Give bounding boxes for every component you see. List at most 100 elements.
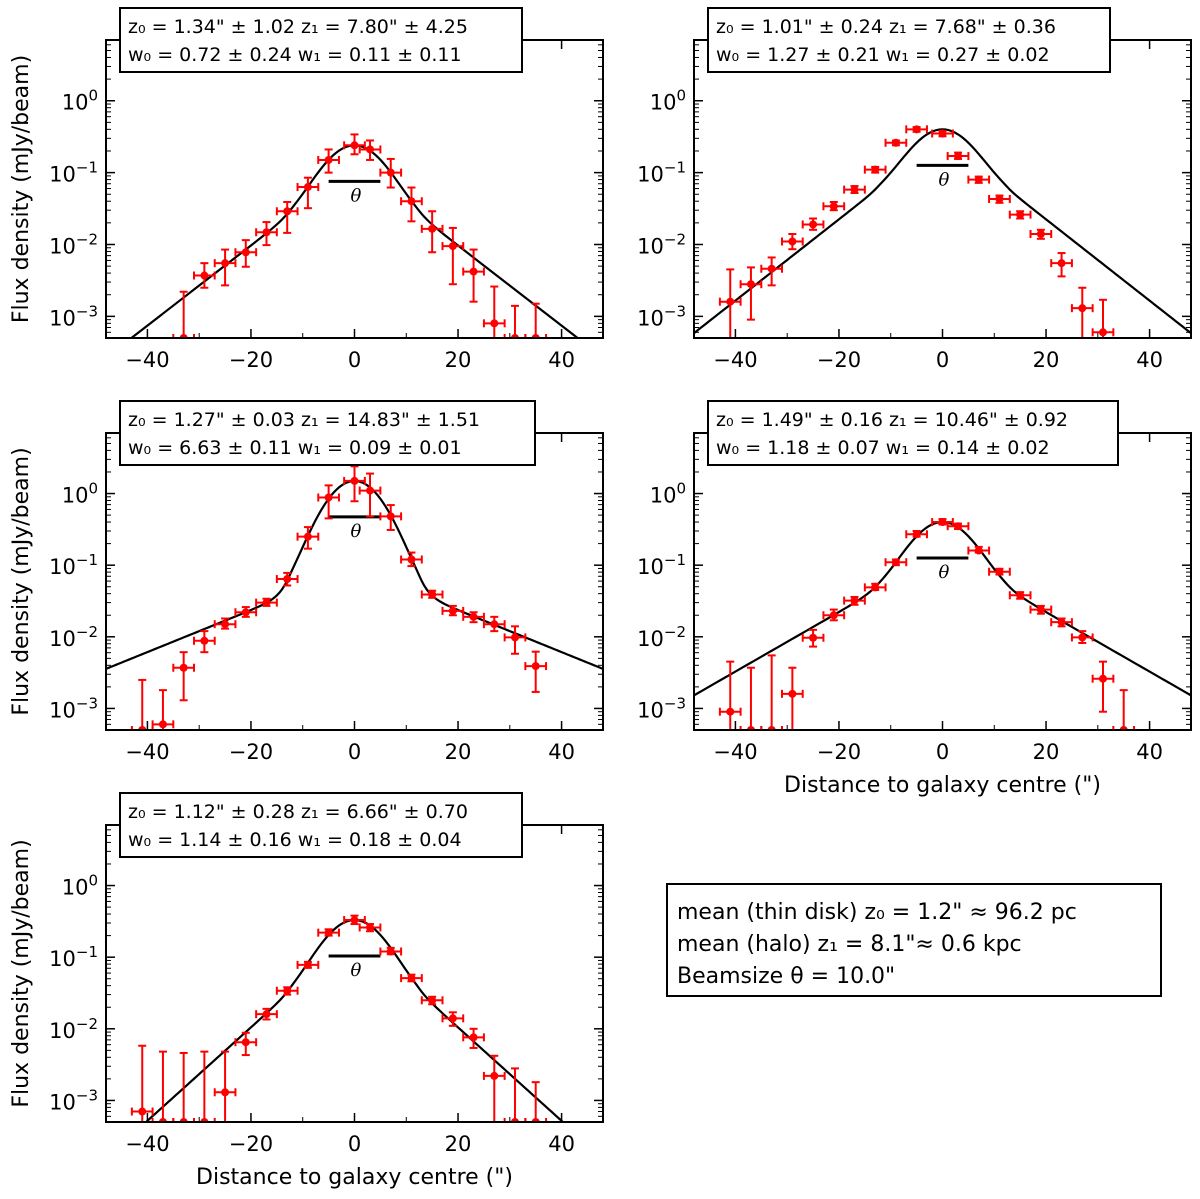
data-point (296, 176, 320, 210)
x-tick-label: 0 (348, 348, 361, 372)
data-point (988, 194, 1011, 204)
y-tick-label: 10−3 (49, 694, 98, 722)
data-point (317, 928, 340, 937)
data-point (420, 995, 444, 1006)
fit-annotation: z₀ = 1.12" ± 0.28 z₁ = 6.66" ± 0.70 w₀ = … (119, 792, 523, 858)
fit-annotation-line-2: w₀ = 6.63 ± 0.11 w₁ = 0.09 ± 0.01 (128, 437, 462, 459)
data-point (172, 651, 196, 702)
data-point (760, 256, 784, 287)
fit-annotation: z₀ = 1.49" ± 0.16 z₁ = 10.46" ± 0.92 w₀ =… (707, 400, 1119, 466)
data-point (213, 1050, 237, 1122)
data-point (213, 248, 237, 287)
data-point (255, 1007, 278, 1021)
panel-3: θ −40 −20 0 20 40 10−3 10−2 10−1 100 Distance to g… (637, 400, 1192, 798)
y-tick-label: 10−1 (49, 551, 98, 579)
data-point (441, 226, 465, 286)
data-point (843, 185, 866, 195)
y-tick-label: 10−2 (637, 230, 686, 258)
data-point (1050, 252, 1073, 278)
panel-1: θ −40 −20 0 20 40 10−3 10−2 10−1 100 z₀ = 1.01" ± … (637, 7, 1192, 372)
x-axis-label: Distance to galaxy centre (") (784, 773, 1101, 798)
x-axis-label: Distance to galaxy centre (") (196, 1165, 513, 1190)
panel-4: θ −40 −20 0 20 40 10−3 10−2 10−1 100 Flux density … (9, 792, 604, 1190)
data-point (441, 604, 465, 617)
x-tick-label: −40 (713, 740, 757, 764)
x-tick-label: −40 (125, 348, 169, 372)
data-point (482, 615, 506, 633)
y-tick-label: 10−1 (637, 551, 686, 579)
y-tick-label: 10−3 (49, 302, 98, 330)
fit-annotation-line-1: z₀ = 1.49" ± 0.16 z₁ = 10.46" ± 0.92 (716, 409, 1068, 431)
y-tick-label: 100 (650, 87, 686, 115)
fit-annotation-line-1: z₀ = 1.01" ± 0.24 z₁ = 7.68" ± 0.36 (716, 16, 1056, 38)
data-point (905, 529, 928, 539)
summary-frame (666, 883, 1162, 997)
x-tick-label: 20 (445, 1132, 472, 1156)
data-point (931, 518, 954, 527)
data-point (863, 165, 887, 174)
y-tick-label: 10−2 (49, 230, 98, 258)
data-point (905, 125, 928, 134)
x-tick-label: −20 (229, 348, 273, 372)
y-tick-label: 10−3 (49, 1086, 98, 1114)
y-tick-label: 10−2 (49, 623, 98, 651)
data-point (524, 650, 548, 693)
y-tick-label: 100 (62, 872, 98, 900)
data-point (275, 986, 299, 996)
data-point (1070, 630, 1094, 644)
data-point (801, 217, 825, 231)
x-tick-label: −40 (125, 1132, 169, 1156)
x-tick-label: −20 (817, 348, 861, 372)
data-point (822, 201, 846, 212)
data-point (379, 946, 403, 956)
data-point (255, 597, 278, 607)
data-point (843, 595, 866, 606)
data-point (739, 266, 763, 321)
beam-label: θ (351, 521, 362, 542)
data-point (482, 1054, 506, 1122)
data-point (420, 589, 444, 599)
data-point (420, 210, 444, 254)
y-tick-label: 100 (62, 87, 98, 115)
y-tick-label: 10−3 (637, 694, 686, 722)
data-point (718, 660, 742, 730)
x-tick-label: 20 (1033, 740, 1060, 764)
x-tick-label: 40 (548, 348, 575, 372)
data-point (234, 1031, 258, 1057)
y-axis-label: Flux density (mJy/beam) (9, 55, 34, 323)
data-point (275, 201, 299, 234)
data-point (130, 1044, 154, 1122)
data-point (931, 129, 954, 138)
beam-label: θ (351, 185, 362, 206)
data-point (988, 567, 1011, 576)
data-point (193, 630, 216, 654)
data-point (296, 960, 320, 969)
data-point (234, 239, 258, 268)
data-point (462, 611, 485, 624)
x-tick-label: −20 (229, 740, 273, 764)
x-tick-label: −20 (817, 740, 861, 764)
data-point (1070, 286, 1094, 338)
summary-line-2: mean (halo) z₁ = 8.1"≈ 0.6 kpc (677, 932, 1022, 957)
data-point (358, 139, 382, 161)
data-point (718, 268, 742, 338)
beam-label: θ (351, 960, 362, 981)
beam-label: θ (939, 169, 950, 190)
y-tick-label: 10−1 (49, 159, 98, 187)
data-point (822, 608, 846, 622)
y-tick-label: 10−3 (637, 302, 686, 330)
data-point (462, 1027, 485, 1049)
x-tick-label: 40 (1136, 740, 1163, 764)
data-point (781, 232, 804, 251)
y-axis-label: Flux density (mJy/beam) (9, 839, 34, 1107)
data-point (213, 617, 237, 630)
y-tick-label: 10−1 (49, 943, 98, 971)
data-point (358, 472, 382, 518)
fit-annotation-line-2: w₀ = 1.14 ± 0.16 w₁ = 0.18 ± 0.04 (128, 829, 462, 851)
x-tick-label: −20 (229, 1132, 273, 1156)
y-tick-label: 10−2 (637, 623, 686, 651)
x-tick-label: 40 (1136, 348, 1163, 372)
summary-line-3: Beamsize θ = 10.0" (677, 964, 895, 989)
fit-annotation: z₀ = 1.27" ± 0.03 z₁ = 14.83" ± 1.51 w₀ =… (119, 400, 536, 466)
fit-annotation-line-2: w₀ = 1.18 ± 0.07 w₁ = 0.14 ± 0.02 (716, 437, 1050, 459)
